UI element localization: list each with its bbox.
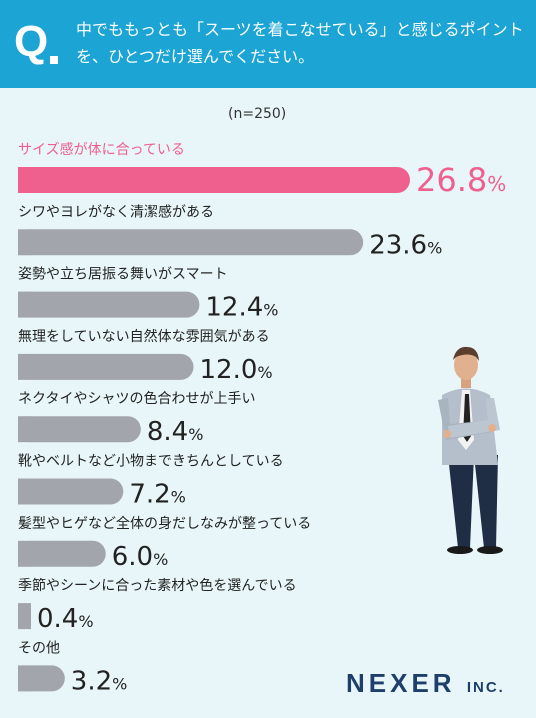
value-label: 8.4% [147,417,204,447]
bar-base [18,603,31,630]
value-label: 12.4% [205,293,278,323]
value-label: 12.0% [200,355,273,385]
category-label: サイズ感が体に合っている [18,141,185,158]
bar [18,167,410,193]
businessman-illustration [438,346,503,554]
bar-base [18,167,31,193]
bar-base [18,229,31,256]
bar [18,353,194,380]
value-label: 26.8% [416,161,506,199]
value-label: 7.2% [129,480,186,510]
category-label: 季節やシーンに合った素材や色を選んでいる [18,577,297,594]
bar [18,540,106,567]
bar-base [18,353,31,380]
sample-size-label: (n=250) [228,106,287,122]
bar [18,229,364,256]
bar [18,416,141,443]
question-header: Q 中でももっとも「スーツを着こなせている」と感じるポイントを、ひとつだけ選んで… [0,0,536,88]
nexer-logo: NEXER INC. [346,668,505,698]
bar-base [18,291,31,318]
q-mark: Q [14,17,49,66]
value-label: 0.4% [37,604,94,634]
question-text: 中でももっとも「スーツを着こなせている」と感じるポイントを、ひとつだけ選んでくだ… [76,20,524,66]
q-dot [50,56,58,64]
bar-base [18,416,31,443]
bar [18,291,200,318]
category-label: 髪型やヒゲなど全体の身だしなみが整っている [18,515,311,532]
category-label: 靴やベルトなど小物まできちんとしている [18,454,284,470]
category-label: ネクタイやシャツの色合わせが上手い [18,390,255,407]
category-label: 姿勢や立ち居振る舞いがスマート [18,267,228,283]
bar-base [18,540,31,567]
category-label: シワやヨレがなく清潔感がある [18,203,214,220]
bar-base [18,665,31,692]
value-label: 3.2% [71,666,128,696]
bar [18,478,124,505]
category-label: 無理をしていない自然体な雰囲気がある [18,328,270,345]
bar-base [18,478,31,505]
chart-area: (n=250) [0,88,536,718]
category-label: その他 [18,640,60,656]
value-label: 23.6% [369,230,442,260]
value-label: 6.0% [112,542,169,572]
